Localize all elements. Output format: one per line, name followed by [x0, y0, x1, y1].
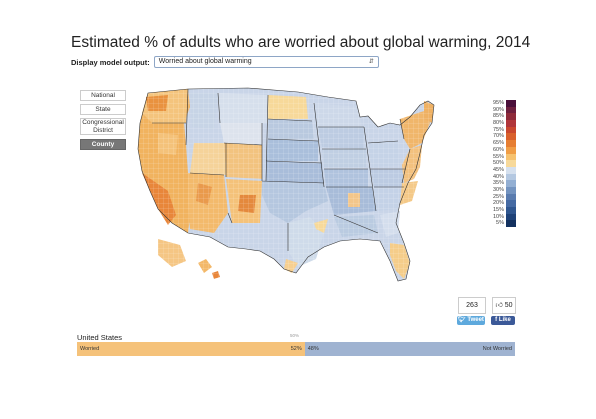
midpoint-marker-label: 50% [290, 333, 300, 338]
model-output-select[interactable]: Worried about global warming ⇵ [153, 56, 379, 68]
share-count: 263 [458, 297, 486, 314]
legend-swatch [506, 153, 516, 161]
legend-label: 65% [492, 140, 504, 147]
legend-swatch [506, 166, 516, 174]
geo-button-county[interactable]: County [80, 139, 126, 150]
like-label: Like [498, 317, 511, 323]
legend-label: 75% [492, 126, 504, 133]
legend-swatch [506, 193, 516, 201]
legend-label: 95% [492, 100, 504, 106]
geo-button-national[interactable]: National [80, 90, 126, 101]
legend-swatch [506, 100, 516, 107]
facebook-like-button[interactable]: f Like [491, 316, 515, 325]
like-count: 50 [504, 302, 513, 309]
select-value: Worried about global warming [158, 58, 252, 65]
legend-swatch [506, 106, 516, 114]
legend-swatch [506, 213, 516, 221]
thumbs-up-icon: 👍︎ [495, 302, 503, 309]
national-bar: Worried 52% 48% Not Worried [77, 342, 515, 356]
legend-swatch [506, 120, 516, 127]
color-legend [506, 100, 516, 228]
legend-label: 60% [492, 146, 504, 153]
county-grid [128, 83, 468, 298]
geo-button-congressional-district[interactable]: Congressional District [80, 118, 126, 135]
legend-swatch [506, 180, 516, 187]
legend-label: 35% [492, 180, 504, 187]
legend-label: 85% [492, 113, 504, 120]
legend-swatch [506, 220, 516, 228]
legend-swatch [506, 173, 516, 181]
legend-label: 40% [492, 173, 504, 180]
not-worried-label: Not Worried [482, 346, 512, 352]
page-title: Estimated % of adults who are worried ab… [71, 34, 531, 51]
legend-swatch [506, 126, 516, 134]
legend-swatch [506, 207, 516, 214]
legend-swatch [506, 133, 516, 141]
legend-label: 55% [492, 153, 504, 160]
worried-percent: 52% [290, 346, 302, 352]
legend-swatch [506, 186, 516, 194]
not-worried-percent: 48% [307, 346, 319, 352]
legend-label: 50% [492, 160, 504, 167]
model-output-selector: Display model output: Worried about glob… [71, 56, 379, 68]
legend-label: 10% [492, 213, 504, 220]
legend-label: 30% [492, 186, 504, 193]
legend-label: 20% [492, 200, 504, 207]
us-county-map[interactable] [128, 83, 468, 298]
legend-label: 45% [492, 166, 504, 173]
legend-label: 25% [492, 193, 504, 200]
chevron-updown-icon: ⇵ [368, 59, 374, 65]
legend-label: 70% [492, 133, 504, 140]
state-borders [137, 87, 435, 282]
twitter-bird-icon: 🐦︎ [458, 317, 466, 323]
tweet-label: Tweet [467, 317, 484, 323]
legend-label: 15% [492, 207, 504, 213]
geo-button-state[interactable]: State [80, 104, 126, 115]
legend-label: 90% [492, 106, 504, 113]
legend-swatch [506, 140, 516, 147]
legend-label: 5% [496, 220, 504, 227]
legend-swatch [506, 200, 516, 207]
tweet-button[interactable]: 🐦︎ Tweet [457, 316, 485, 325]
legend-swatch [506, 160, 516, 167]
selector-label: Display model output: [71, 57, 150, 67]
like-count-box: 👍︎ 50 [492, 297, 516, 314]
not-worried-bar: 48% Not Worried [304, 342, 515, 356]
legend-swatch [506, 146, 516, 154]
facebook-icon: f [495, 317, 498, 323]
national-bar-region: United States [77, 333, 123, 342]
legend-labels: 95% 90% 85% 80% 75% 70% 65% 60% 55% 50% … [487, 100, 504, 227]
legend-label: 80% [492, 120, 504, 127]
worried-label: Worried [80, 346, 100, 352]
legend-swatch [506, 113, 516, 121]
worried-bar: Worried 52% [77, 342, 305, 356]
